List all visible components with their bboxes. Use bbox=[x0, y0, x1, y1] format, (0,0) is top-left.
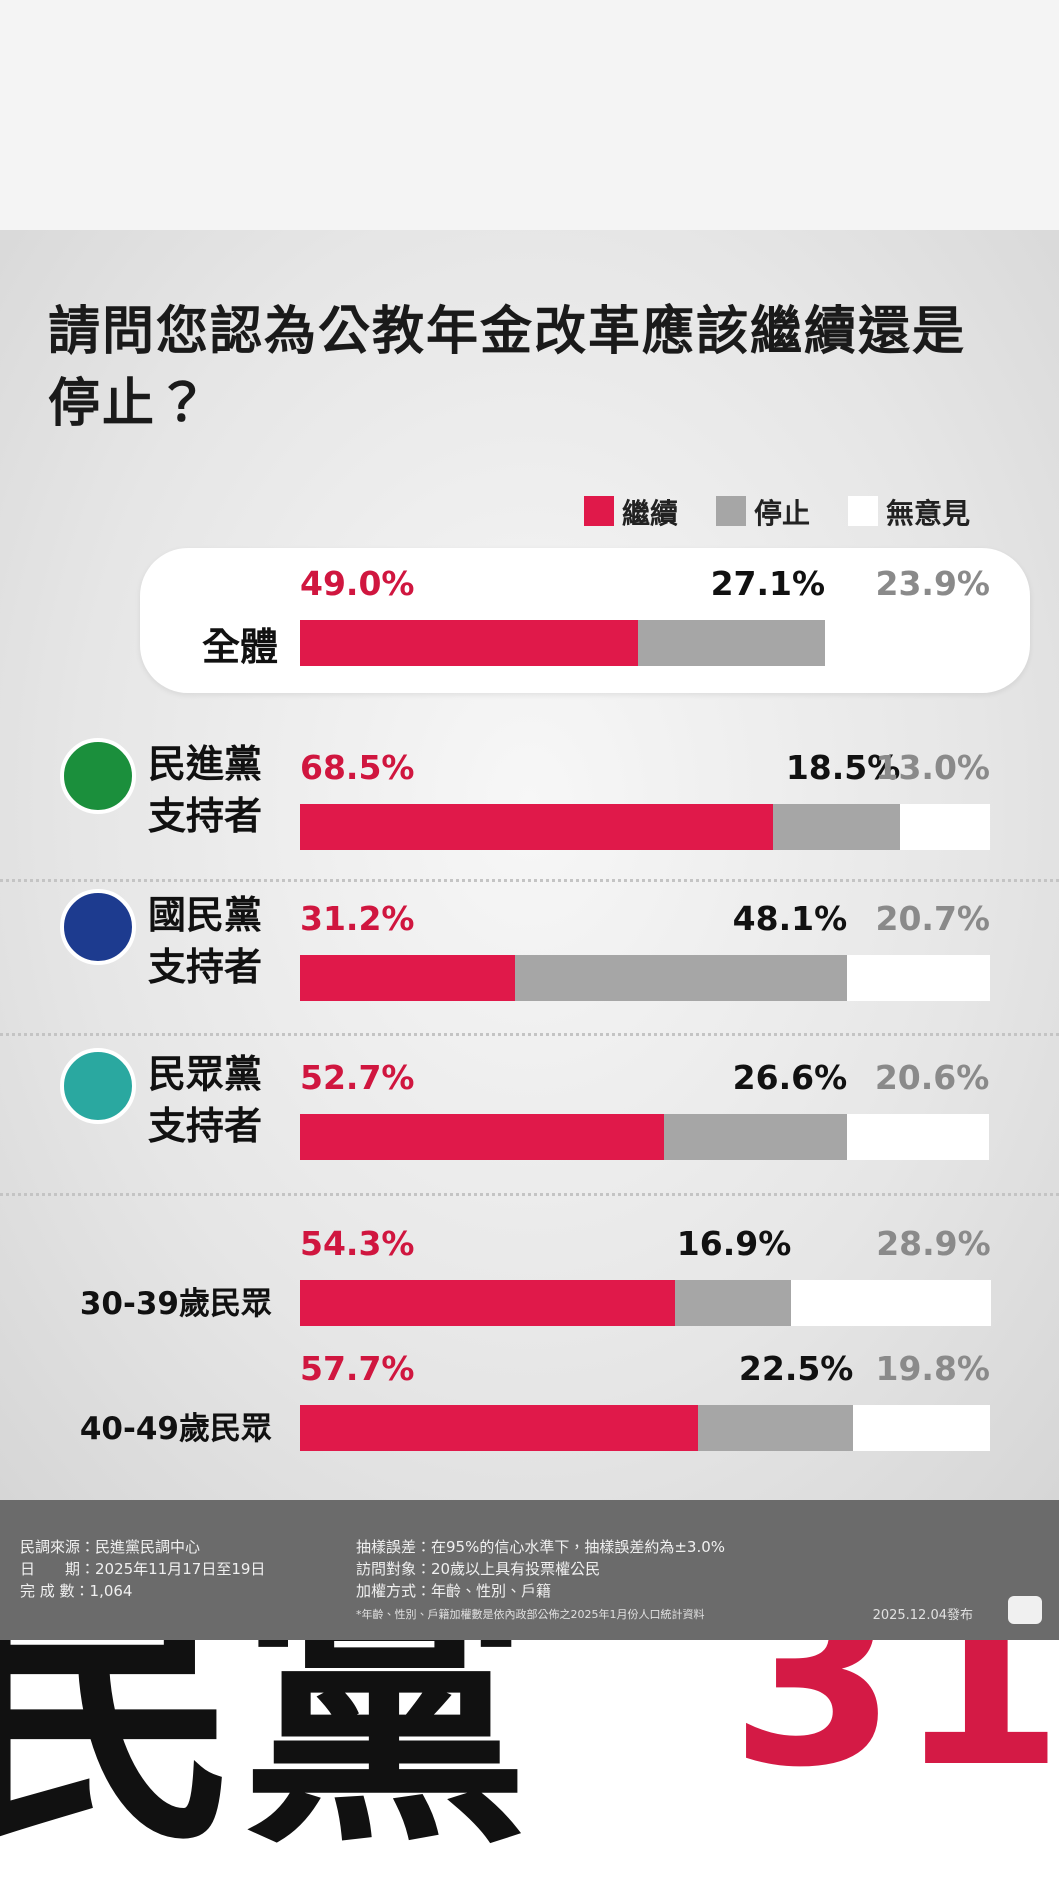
zoom-text: 31. bbox=[730, 1640, 1059, 1820]
bar-segment bbox=[791, 1280, 991, 1326]
value-label: 68.5% bbox=[300, 748, 415, 787]
legend-label: 無意見 bbox=[886, 497, 971, 530]
value-label: 22.5% bbox=[738, 1349, 854, 1388]
value-label: 23.9% bbox=[875, 564, 991, 603]
bar-segment bbox=[515, 955, 848, 1001]
value-label: 27.1% bbox=[710, 564, 826, 603]
bar-segment bbox=[772, 804, 901, 850]
bar-segment bbox=[847, 955, 990, 1001]
bar-segment bbox=[300, 1280, 675, 1326]
footer: 民調來源：民進黨民調中心日 期：2025年11月17日至19日完 成 數：1,0… bbox=[0, 1500, 1059, 1640]
value-label: 28.9% bbox=[876, 1224, 991, 1263]
footer-note: *年齡、性別、戶籍加權數是依內政部公佈之2025年1月份人口統計資料 bbox=[356, 1608, 705, 1621]
value-label: 54.3% bbox=[300, 1224, 415, 1263]
bar-segment bbox=[300, 1405, 699, 1451]
zoom-text: 民黨 bbox=[0, 1640, 530, 1883]
category-label: 國民黨支持者 bbox=[148, 893, 263, 989]
value-label: 20.7% bbox=[875, 899, 991, 938]
bar-segment bbox=[300, 620, 639, 666]
bar-segment bbox=[300, 1114, 664, 1160]
party-logo bbox=[60, 1048, 136, 1124]
value-label: 16.9% bbox=[676, 1224, 792, 1263]
category-label: 30-39歲民眾 bbox=[79, 1286, 272, 1322]
category-label: 民眾黨支持者 bbox=[148, 1052, 263, 1148]
footer-text: 加權方式：年齡、性別、戶籍 bbox=[356, 1582, 552, 1600]
separator bbox=[0, 1193, 1059, 1196]
value-label: 57.7% bbox=[300, 1349, 415, 1388]
category-label: 全體 bbox=[201, 625, 278, 669]
footer-text: 完 成 數：1,064 bbox=[20, 1582, 133, 1600]
bar-segment bbox=[638, 620, 826, 666]
bar-segment bbox=[698, 1405, 854, 1451]
footer-text: 日 期：2025年11月17日至19日 bbox=[20, 1560, 266, 1578]
legend-swatch bbox=[848, 496, 878, 526]
value-label: 49.0% bbox=[300, 564, 415, 603]
bar-segment bbox=[674, 1280, 792, 1326]
bar-segment bbox=[300, 955, 516, 1001]
party-logo bbox=[60, 889, 136, 965]
value-label: 48.1% bbox=[732, 899, 848, 938]
separator bbox=[0, 1033, 1059, 1036]
footer-logo bbox=[1008, 1596, 1042, 1624]
value-label: 18.5% bbox=[785, 748, 901, 787]
value-label: 31.2% bbox=[300, 899, 415, 938]
category-label: 40-49歲民眾 bbox=[79, 1411, 272, 1447]
bar-segment bbox=[853, 1405, 990, 1451]
zoom-crop: 民黨 31. bbox=[0, 1640, 1059, 1883]
bar-segment bbox=[847, 1114, 990, 1160]
legend-label: 停止 bbox=[754, 497, 811, 530]
value-label: 52.7% bbox=[300, 1058, 415, 1097]
value-label: 26.6% bbox=[732, 1058, 848, 1097]
chart-title: 請問您認為公教年金改革應該繼續還是停止？ bbox=[48, 302, 967, 434]
footer-text: 民調來源：民進黨民調中心 bbox=[20, 1538, 201, 1556]
legend-swatch bbox=[584, 496, 614, 526]
value-label: 19.8% bbox=[875, 1349, 991, 1388]
bar-segment bbox=[825, 620, 990, 666]
party-logo bbox=[60, 738, 136, 814]
bar-segment bbox=[900, 804, 990, 850]
bar-segment bbox=[300, 804, 773, 850]
bar-segment bbox=[663, 1114, 848, 1160]
footer-date: 2025.12.04發布 bbox=[872, 1608, 973, 1623]
value-label: 13.0% bbox=[875, 748, 991, 787]
legend-label: 繼續 bbox=[622, 497, 679, 530]
legend-swatch bbox=[716, 496, 746, 526]
category-label: 民進黨支持者 bbox=[148, 742, 263, 838]
separator bbox=[0, 879, 1059, 882]
footer-text: 抽樣誤差：在95%的信心水準下，抽樣誤差約為±3.0% bbox=[356, 1538, 726, 1556]
footer-text: 訪問對象：20歲以上具有投票權公民 bbox=[356, 1560, 601, 1578]
value-label: 20.6% bbox=[874, 1058, 990, 1097]
